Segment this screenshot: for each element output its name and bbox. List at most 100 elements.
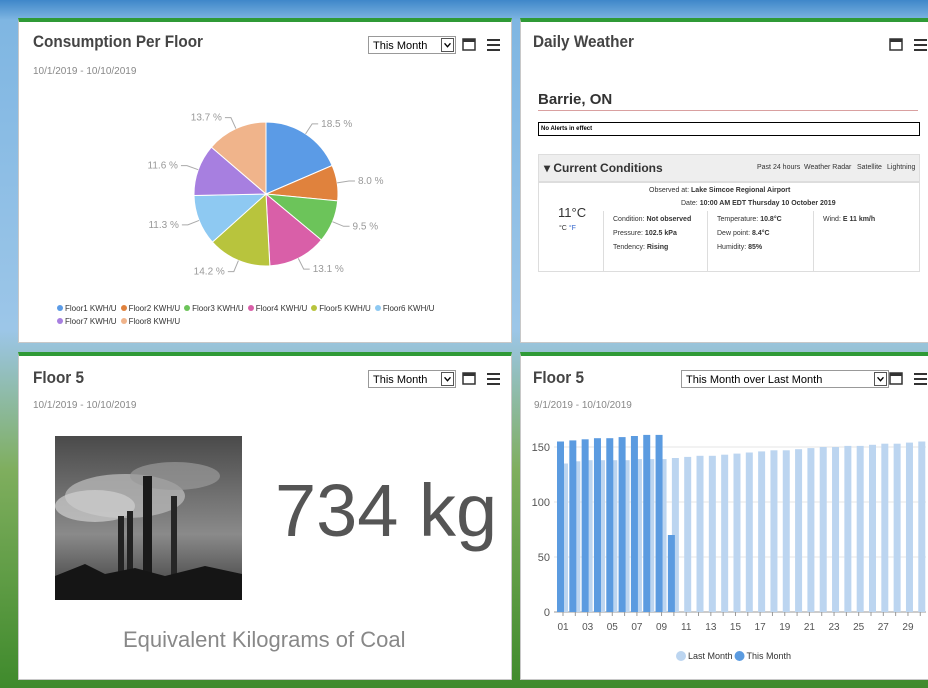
link[interactable]: Past 24 hours	[757, 164, 800, 171]
x-tick-label: 25	[853, 622, 865, 633]
city: Barrie, ON	[538, 91, 612, 108]
legend-item[interactable]: Floor3 KWH/U	[184, 302, 244, 315]
label: Pressure:	[613, 230, 643, 237]
x-tick-label: 21	[804, 622, 816, 633]
observed: Observed at: Lake Simcoe Regional Airpor…	[649, 187, 790, 194]
bar	[869, 445, 876, 612]
leader-line	[225, 118, 236, 129]
y-tick-label: 100	[532, 497, 550, 509]
condition: Dew point: 8.4°C	[717, 230, 770, 237]
bar	[820, 447, 827, 612]
legend-text: Floor8 KWH/U	[129, 317, 181, 326]
divider	[603, 211, 604, 271]
link[interactable]: Weather Radar	[804, 164, 851, 171]
page: Consumption Per Floor 10/1/2019 - 10/10/…	[0, 0, 928, 688]
label: Wind:	[823, 216, 841, 223]
legend-swatch	[248, 305, 254, 311]
legend-swatch	[57, 305, 63, 311]
value: 102.5 kPa	[645, 230, 677, 237]
bar	[709, 456, 716, 612]
legend-swatch	[121, 318, 127, 324]
leader-line	[332, 222, 349, 227]
bar	[844, 446, 851, 612]
x-tick-label: 15	[730, 622, 742, 633]
condition: Temperature: 10.8°C	[717, 216, 782, 223]
bar	[643, 435, 650, 612]
label: Condition:	[613, 216, 645, 223]
x-tick-label: 03	[582, 622, 594, 633]
divider	[707, 211, 708, 271]
bar	[894, 444, 901, 612]
legend-swatch	[735, 651, 745, 661]
legend-item[interactable]: Floor7 KWH/U	[57, 315, 117, 328]
legend-text[interactable]: This Month	[747, 651, 792, 661]
legend-item[interactable]: Floor5 KWH/U	[311, 302, 371, 315]
link[interactable]: Satellite	[857, 164, 882, 171]
bar	[582, 439, 589, 612]
pie-panel: Consumption Per Floor 10/1/2019 - 10/10/…	[18, 18, 512, 343]
dropdown-arrow[interactable]	[441, 372, 454, 386]
legend-item[interactable]: Floor1 KWH/U	[57, 302, 117, 315]
panel-icons[interactable]	[889, 37, 928, 53]
bar	[807, 448, 814, 612]
panel-icons[interactable]	[462, 371, 502, 387]
bar	[557, 442, 564, 613]
x-tick-label: 05	[607, 622, 619, 633]
legend-text: Floor4 KWH/U	[256, 304, 308, 313]
temperature: 11°C	[558, 205, 586, 220]
value: 8.4°C	[752, 230, 770, 237]
bar	[668, 535, 675, 612]
value: 85%	[748, 244, 762, 251]
date-range: 10/1/2019 - 10/10/2019	[33, 400, 136, 411]
unit[interactable]: °F	[569, 225, 576, 232]
bar	[795, 449, 802, 612]
legend-text[interactable]: Last Month	[688, 651, 733, 661]
legend-swatch	[184, 305, 190, 311]
conditions-body: Observed at: Lake Simcoe Regional Airpor…	[538, 182, 920, 272]
alert-box: No Alerts in effect	[538, 122, 920, 136]
dropdown-text: This Month	[373, 374, 427, 386]
bar	[594, 438, 601, 612]
y-tick-label: 0	[544, 607, 550, 619]
label: Date:	[681, 200, 698, 207]
x-tick-label: 09	[656, 622, 668, 633]
legend-item[interactable]: Floor8 KWH/U	[121, 315, 181, 328]
panel-title: Floor 5	[33, 368, 84, 388]
legend-item[interactable]: Floor2 KWH/U	[121, 302, 181, 315]
legend-item[interactable]: Floor4 KWH/U	[248, 302, 308, 315]
bar	[783, 450, 790, 612]
legend-swatch	[375, 305, 381, 311]
x-tick-label: 27	[878, 622, 890, 633]
bar	[746, 453, 753, 613]
bar	[832, 447, 839, 612]
data-label: 11.3 %	[148, 220, 178, 231]
bar	[697, 456, 704, 612]
label: Humidity:	[717, 244, 746, 251]
condition: Pressure: 102.5 kPa	[613, 230, 677, 237]
x-tick-label: 17	[755, 622, 767, 633]
leader-line	[298, 258, 309, 269]
dropdown[interactable]: This Month	[368, 370, 456, 388]
leader-line	[337, 181, 355, 183]
condition: Humidity: 85%	[717, 244, 762, 251]
legend-text: Floor6 KWH/U	[383, 304, 435, 313]
value: Not observed	[646, 216, 691, 223]
bar	[569, 440, 576, 612]
divider	[813, 211, 814, 271]
bar	[918, 442, 925, 613]
units: °C °F	[559, 225, 576, 232]
bar	[721, 455, 728, 612]
link[interactable]: Lightning	[887, 164, 915, 171]
leader-line	[182, 220, 199, 224]
weather-panel: Daily Weather Barrie, ON No Alerts in ef…	[520, 18, 928, 343]
x-tick-label: 19	[779, 622, 791, 633]
section-text: Current Conditions	[553, 161, 662, 175]
legend-text: Floor7 KWH/U	[65, 317, 117, 326]
legend-item[interactable]: Floor6 KWH/U	[375, 302, 435, 315]
coal-image	[55, 436, 242, 600]
label: Tendency:	[613, 244, 645, 251]
legend-swatch	[121, 305, 127, 311]
label: Dew point:	[717, 230, 750, 237]
value: 10.8°C	[760, 216, 781, 223]
unit[interactable]: °C	[559, 225, 567, 232]
